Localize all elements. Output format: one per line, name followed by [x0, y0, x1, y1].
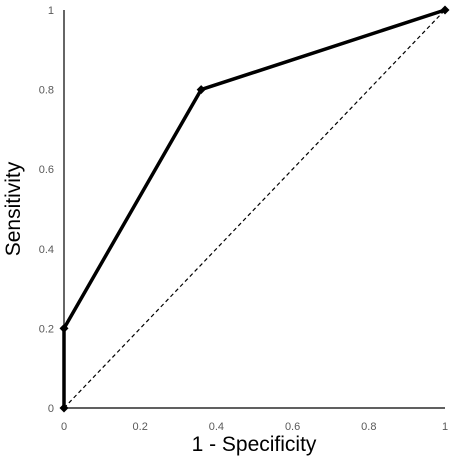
- y-tick-label: 0.6: [39, 164, 54, 176]
- y-tick-label: 0.4: [39, 244, 54, 256]
- y-tick-label: 0.8: [39, 85, 54, 97]
- x-axis-title: 1 - Specificity: [192, 433, 317, 456]
- x-tick-labels: 0 0.2 0.4 0.6 0.8 1: [61, 421, 448, 433]
- y-tick-label: 1: [48, 5, 54, 17]
- reference-diagonal-line: [63, 9, 446, 409]
- y-tick-label: 0: [48, 403, 54, 415]
- roc-point-marker: [196, 85, 206, 95]
- x-tick-label: 0.2: [133, 421, 148, 433]
- roc-point-marker: [59, 323, 69, 333]
- y-tick-label: 0.2: [39, 323, 54, 335]
- x-tick-label: 1: [442, 421, 448, 433]
- y-axis-title: Sensitivity: [2, 161, 25, 256]
- y-tick-labels: 0 0.2 0.4 0.6 0.8 1: [39, 5, 54, 415]
- x-tick-label: 0.4: [209, 421, 224, 433]
- roc-curve-line: [62, 8, 446, 408]
- x-tick-label: 0.8: [361, 421, 376, 433]
- series-layer: [59, 5, 450, 413]
- x-tick-label: 0.6: [285, 421, 300, 433]
- x-tick-label: 0: [61, 421, 67, 433]
